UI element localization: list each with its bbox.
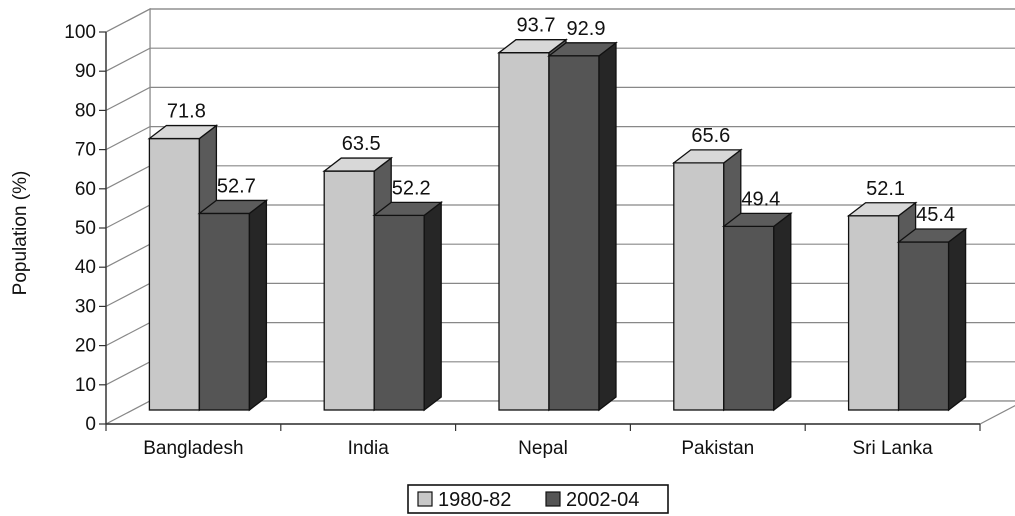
bar-front <box>148 137 201 411</box>
axes: 0 10 20 30 40 50 60 70 80 90 100 Bangladesh India Nep… <box>64 22 981 459</box>
bar-front <box>847 215 900 411</box>
y-tick-label: 80 <box>75 100 96 121</box>
bar-top <box>372 201 444 217</box>
data-label: 65.6 <box>691 125 730 147</box>
bar-top <box>547 42 618 57</box>
y-tick-label: 90 <box>75 61 96 82</box>
data-label: 92.9 <box>567 18 606 40</box>
data-label: 52.2 <box>392 177 431 199</box>
bar-side <box>248 199 268 412</box>
bar-side <box>947 227 967 412</box>
y-tick-label: 60 <box>75 179 96 200</box>
data-label: 93.7 <box>517 15 556 37</box>
y-axis-title: Population (%) <box>10 171 31 296</box>
bar-front <box>498 52 550 411</box>
y-tick-label: 70 <box>75 140 96 161</box>
legend-swatch <box>545 491 561 507</box>
legend-label: 2002-04 <box>566 489 639 511</box>
y-tick-label: 40 <box>75 257 96 278</box>
bar-front <box>323 170 375 411</box>
data-label: 71.8 <box>167 101 206 123</box>
gridline <box>105 86 1015 111</box>
y-tick-label: 10 <box>75 375 96 396</box>
bar-front <box>548 55 600 411</box>
x-tick-label: India <box>348 438 390 459</box>
legend-swatch <box>417 491 433 507</box>
bar-front <box>673 162 725 411</box>
bar-top <box>896 228 968 243</box>
bar-side <box>773 212 792 412</box>
legend-box <box>407 484 669 514</box>
bar-top <box>721 212 793 228</box>
legend: 1980-82 2002-04 <box>407 484 669 514</box>
x-tick-label: Sri Lanka <box>852 438 933 459</box>
bar-front <box>198 212 251 411</box>
gridline <box>105 125 1015 151</box>
y-tick-label: 100 <box>64 22 96 43</box>
x-tick-label: Pakistan <box>681 438 754 459</box>
bar-side <box>423 201 442 412</box>
gridline <box>105 47 1015 72</box>
y-tick-label: 30 <box>75 296 96 317</box>
bar-side <box>598 41 617 412</box>
data-label: 52.7 <box>217 175 256 197</box>
data-label: 52.1 <box>866 178 905 200</box>
bar-top <box>147 124 219 140</box>
x-tick-label: Nepal <box>518 438 568 459</box>
bar-top <box>322 157 394 172</box>
bar-top <box>197 199 269 215</box>
bar-top <box>497 39 568 54</box>
y-tick-label: 0 <box>85 414 96 435</box>
data-label: 63.5 <box>342 133 381 155</box>
data-label: 45.4 <box>916 204 955 226</box>
x-tick-label: Bangladesh <box>143 438 243 459</box>
bar-top <box>671 149 743 164</box>
y-tick-label: 50 <box>75 218 96 239</box>
y-tick-label: 20 <box>75 336 96 357</box>
bar-front <box>723 225 775 411</box>
data-labels: 71.8 52.7 63.5 52.2 93.7 92.9 65.6 49.4 52.1 45.4 <box>167 15 955 226</box>
bars <box>147 38 968 412</box>
bar-top <box>846 202 918 217</box>
legend-label: 1980-82 <box>438 489 511 511</box>
gridline <box>105 8 1015 33</box>
data-label: 49.4 <box>741 188 780 210</box>
bar-front <box>373 214 425 411</box>
bar-front <box>897 241 950 411</box>
